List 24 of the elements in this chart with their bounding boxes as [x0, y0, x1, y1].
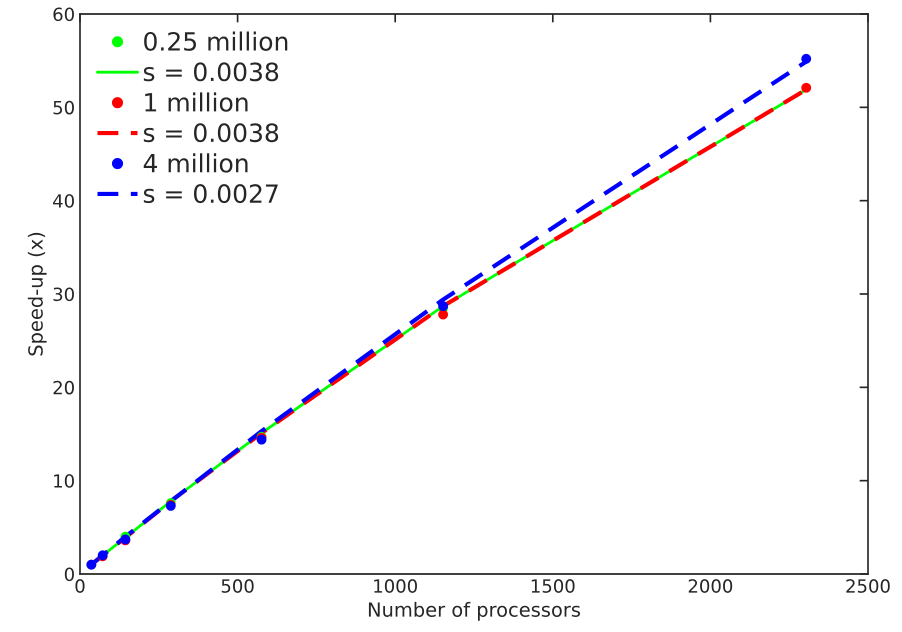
x-tick-label: 500	[222, 579, 254, 593]
x-tick-label: 1000	[374, 579, 417, 593]
y-tick-label: 60	[53, 7, 74, 22]
point	[801, 54, 812, 64]
point	[438, 310, 448, 320]
y-tick-label: 50	[54, 100, 74, 114]
legend-label: 1 million	[145, 92, 248, 112]
point	[801, 82, 812, 93]
y-tick-label: 30	[54, 287, 74, 302]
x-axis-title: Number of processors	[368, 602, 580, 621]
legend-label: s = 0.0038	[144, 123, 278, 142]
legend-label: 0.25 million	[144, 32, 288, 51]
legend-label: s = 0.0038	[144, 62, 278, 82]
legend-label: 4 million	[144, 153, 248, 173]
y-tick-label: 0	[64, 567, 74, 582]
legend-label: s = 0.0027	[144, 184, 278, 204]
y-tick-label: 10	[54, 474, 74, 488]
y-tick-label: 20	[53, 380, 74, 394]
x-tick-label: 2500	[846, 579, 890, 593]
y-axis-title: Speed-up (x)	[28, 232, 47, 356]
x-tick-label: 1500	[532, 579, 575, 593]
x-tick-label: 0	[75, 579, 85, 593]
x-tick-label: 2000	[688, 579, 732, 593]
y-tick-label: 40	[53, 194, 74, 208]
